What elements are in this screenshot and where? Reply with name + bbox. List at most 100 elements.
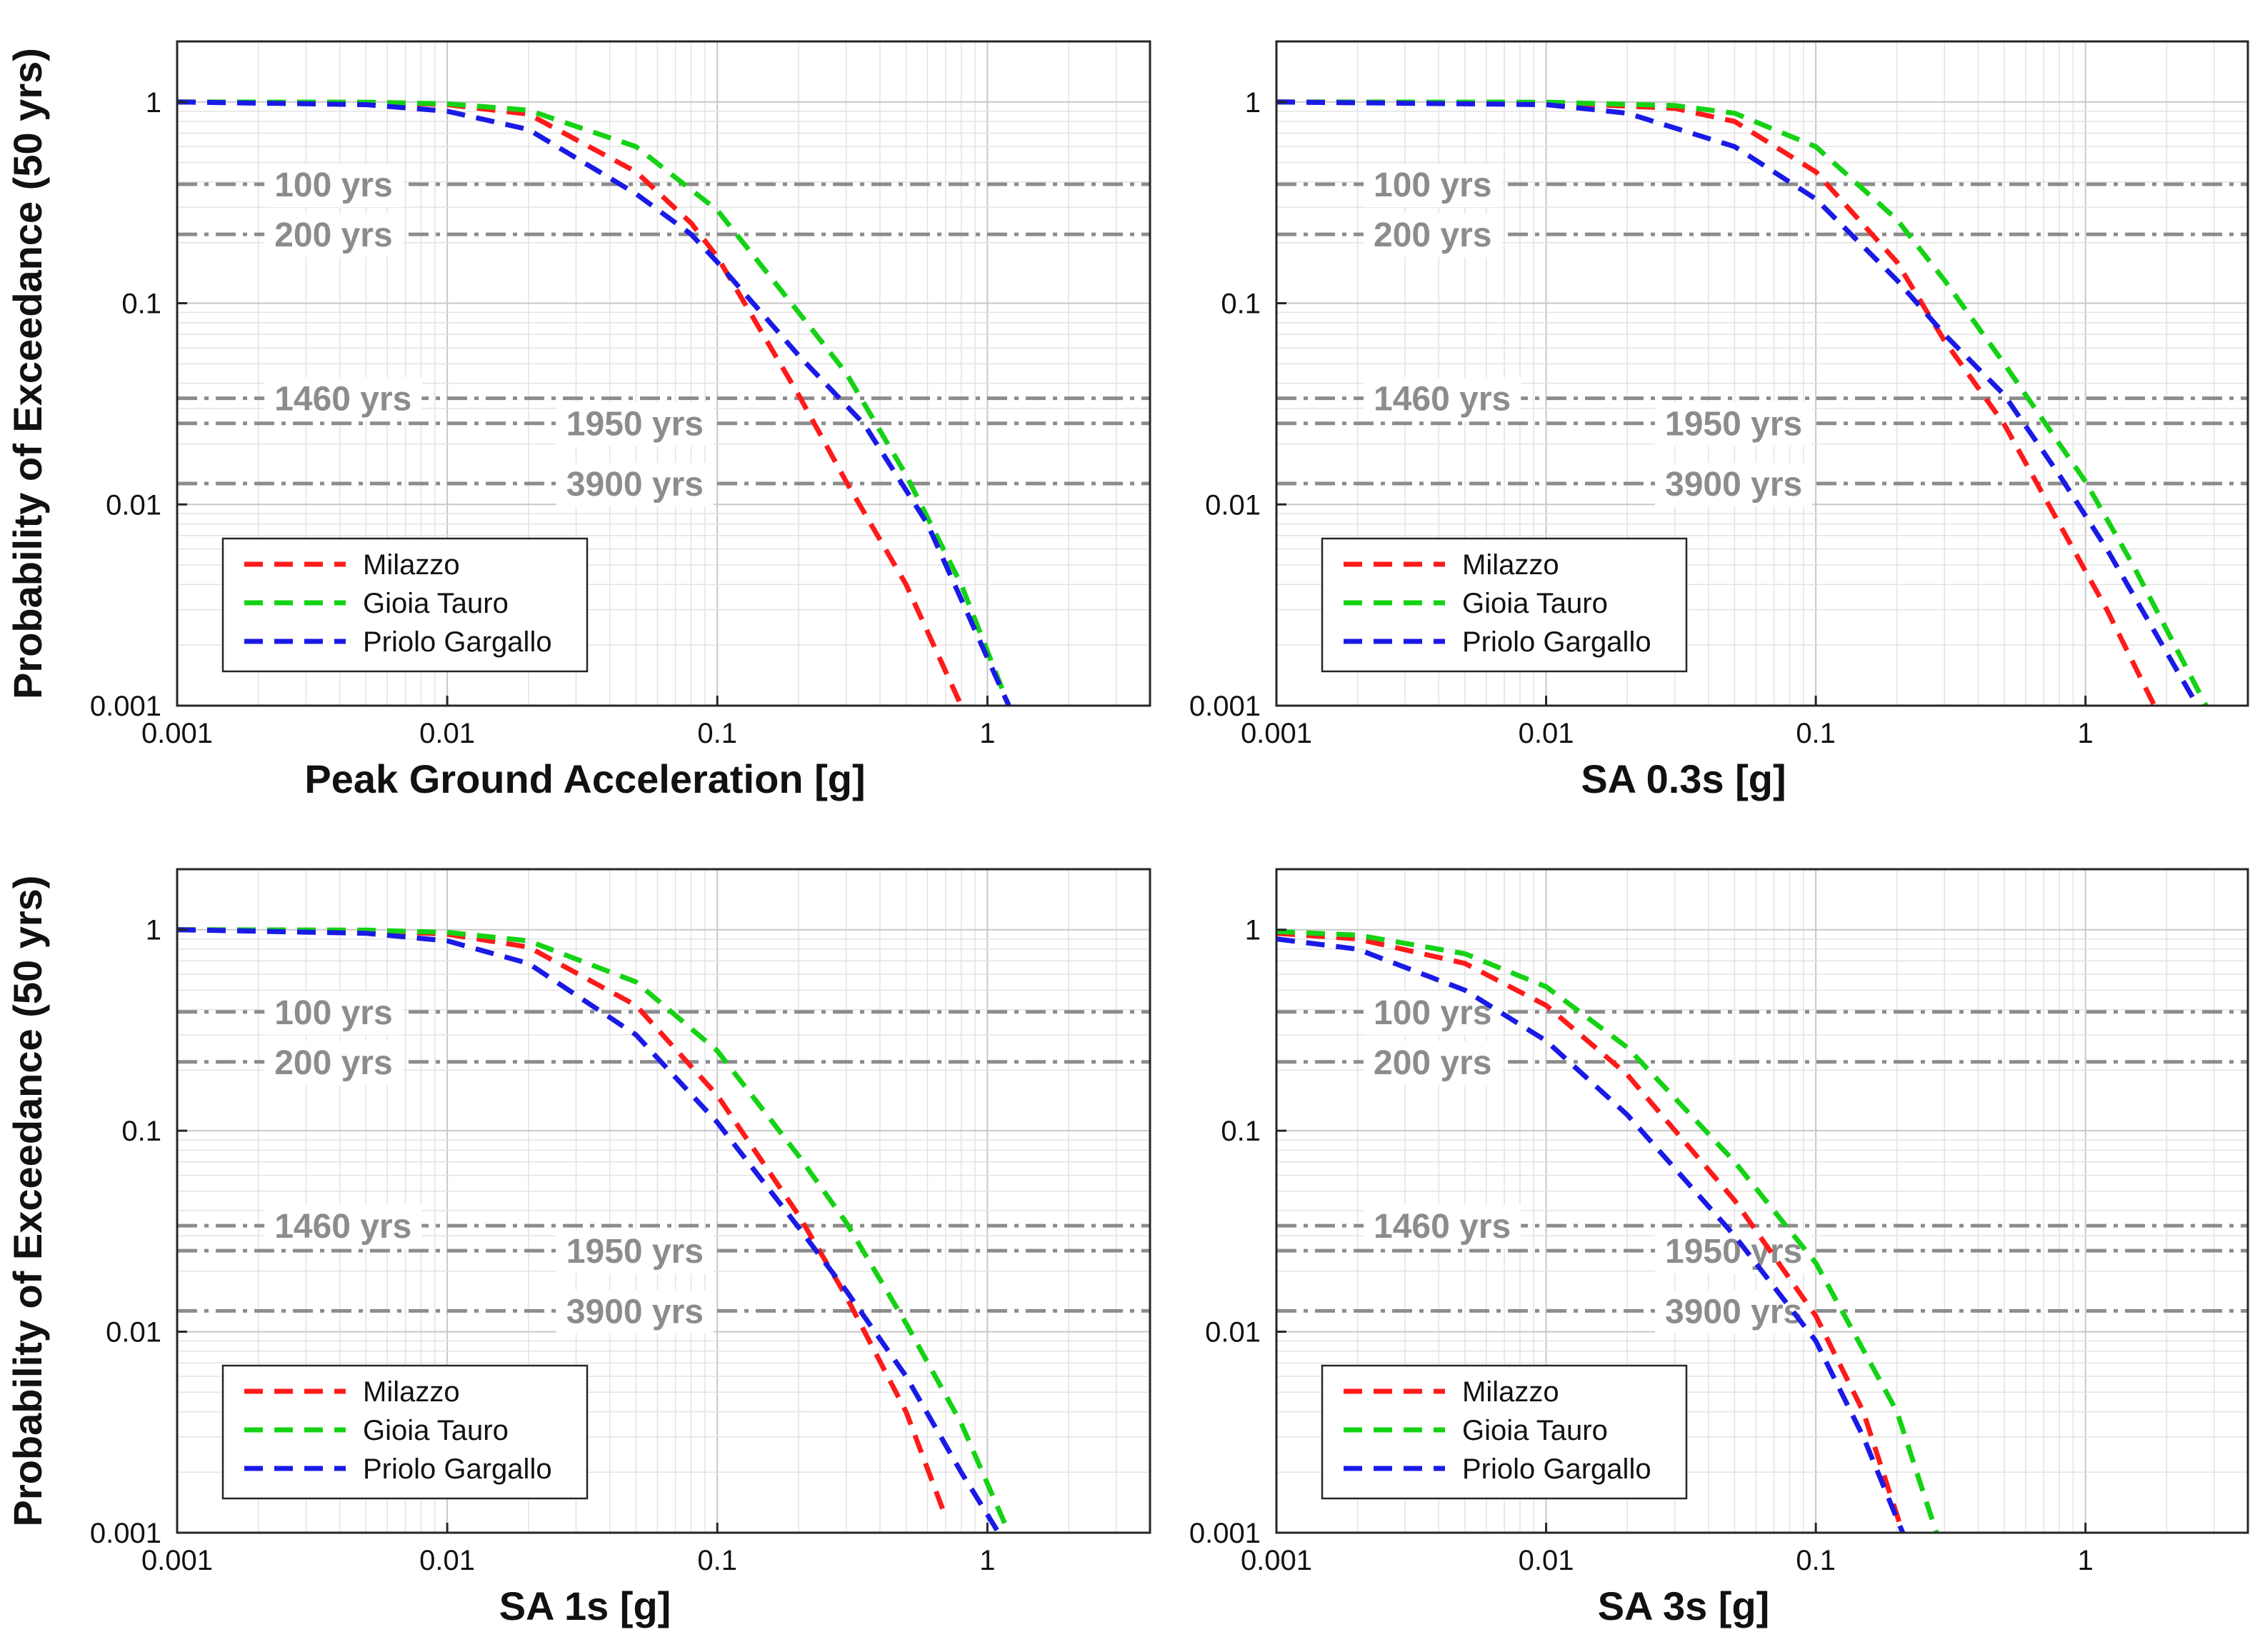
return-period-label: 3900 yrs <box>566 466 704 504</box>
series-line-gioia-tauro <box>1276 99 2209 707</box>
return-period-label-bg <box>1364 214 1502 258</box>
return-period-label: 100 yrs <box>274 994 393 1032</box>
y-tick-label: 0.1 <box>121 1116 161 1147</box>
legend: Milazzo Gioia Tauro Priolo Gargallo <box>1321 1364 1688 1500</box>
return-period-label-bg <box>1364 1041 1502 1085</box>
legend-label: Priolo Gargallo <box>363 1453 552 1485</box>
x-tick-label: 0.01 <box>419 1545 475 1576</box>
axes-frame <box>1275 40 2249 707</box>
x-tick-label: 0.001 <box>1241 1545 1312 1576</box>
y-tick-label: 0.001 <box>90 1518 161 1549</box>
return-period-label: 1460 yrs <box>1374 1208 1511 1246</box>
legend-label: Priolo Gargallo <box>363 626 552 658</box>
return-period-label: 3900 yrs <box>1665 466 1802 504</box>
return-period-label-bg <box>1655 463 1813 507</box>
axes-frame <box>1275 868 2249 1534</box>
return-period-label: 1460 yrs <box>1374 381 1511 419</box>
y-tick-label: 1 <box>146 87 161 119</box>
return-period-label-bg <box>1655 402 1813 446</box>
chart-panel-bottom-left: 100 yrs 200 yrs 1460 yrs 1950 yrs 3900 yrs 0.… <box>5 868 1151 1628</box>
return-period-label: 200 yrs <box>274 216 393 254</box>
return-period-label-bg <box>556 402 714 446</box>
legend-label: Gioia Tauro <box>363 1415 509 1446</box>
x-tick-label: 0.1 <box>1796 1545 1836 1576</box>
return-period-label-bg <box>264 1041 403 1085</box>
x-tick-label: 1 <box>979 718 995 749</box>
x-tick-label: 0.001 <box>1241 718 1312 749</box>
x-tick-label: 0.001 <box>141 1545 213 1576</box>
x-tick-label: 0.1 <box>1796 718 1836 749</box>
y-axis-label: Probability of Exceedance (50 yrs) <box>5 48 50 699</box>
return-period-label: 3900 yrs <box>566 1293 704 1331</box>
legend-label: Priolo Gargallo <box>1462 1453 1651 1485</box>
y-axis-label: Probability of Exceedance (50 yrs) <box>5 876 50 1527</box>
series-line-milazzo <box>1276 931 1906 1534</box>
chart-panel-top-right: 100 yrs 200 yrs 1460 yrs 1950 yrs 3900 yrs 0.… <box>1189 40 2249 801</box>
return-period-label-bg <box>1364 1205 1521 1249</box>
x-tick-label: 1 <box>2078 718 2094 749</box>
y-tick-label: 0.001 <box>1189 1518 1261 1549</box>
return-period-label-bg <box>264 1205 422 1249</box>
return-period-label: 1950 yrs <box>566 1233 704 1271</box>
x-tick-label: 0.1 <box>697 1545 737 1576</box>
series-line-gioia-tauro <box>176 927 1011 1534</box>
axes-frame <box>176 40 1151 707</box>
legend: Milazzo Gioia Tauro Priolo Gargallo <box>221 1364 589 1500</box>
series-line-gioia-tauro <box>176 99 1011 707</box>
legend: Milazzo Gioia Tauro Priolo Gargallo <box>221 537 589 673</box>
y-tick-label: 0.01 <box>106 489 161 521</box>
return-period-label-bg <box>1655 1230 1813 1274</box>
return-period-label: 1460 yrs <box>274 381 411 419</box>
legend-label: Milazzo <box>1462 1376 1559 1408</box>
return-period-label: 100 yrs <box>1374 994 1492 1032</box>
series-line-milazzo <box>1276 99 2157 707</box>
x-tick-label: 1 <box>2078 1545 2094 1576</box>
return-period-label-bg <box>1364 164 1502 208</box>
return-period-label-bg <box>264 377 422 421</box>
y-tick-label: 0.1 <box>1221 1116 1261 1147</box>
x-tick-label: 1 <box>979 1545 995 1576</box>
return-period-label: 1950 yrs <box>1665 406 1802 444</box>
return-period-label: 1950 yrs <box>566 406 704 444</box>
x-axis-label: SA 3s [g] <box>1598 1583 1770 1628</box>
x-axis-label: SA 0.3s [g] <box>1581 756 1786 801</box>
axes-frame <box>176 868 1151 1534</box>
series-line-priolo-gargallo <box>1276 99 2200 707</box>
y-tick-label: 1 <box>146 915 161 946</box>
x-tick-label: 0.001 <box>141 718 213 749</box>
legend-label: Milazzo <box>363 549 460 581</box>
x-tick-label: 0.01 <box>419 718 475 749</box>
return-period-label-bg <box>556 1230 714 1274</box>
return-period-label-bg <box>264 164 403 208</box>
return-period-label-bg <box>264 991 403 1035</box>
legend-label: Gioia Tauro <box>363 588 509 619</box>
return-period-label: 100 yrs <box>274 166 393 204</box>
series-line-priolo-gargallo <box>176 927 1001 1534</box>
x-tick-label: 0.01 <box>1519 718 1574 749</box>
y-tick-label: 0.1 <box>121 289 161 320</box>
return-period-label-bg <box>264 214 403 258</box>
y-tick-label: 1 <box>1245 915 1261 946</box>
chart-panel-top-left: 100 yrs 200 yrs 1460 yrs 1950 yrs 3900 yrs 0.… <box>5 40 1151 801</box>
legend-label: Milazzo <box>363 1376 460 1408</box>
legend-label: Priolo Gargallo <box>1462 626 1651 658</box>
y-tick-label: 0.1 <box>1221 289 1261 320</box>
y-tick-label: 0.01 <box>1205 489 1261 521</box>
return-period-label: 200 yrs <box>1374 216 1492 254</box>
y-tick-label: 0.001 <box>1189 691 1261 722</box>
series-line-priolo-gargallo <box>176 99 1011 707</box>
y-tick-label: 1 <box>1245 87 1261 119</box>
y-tick-label: 0.01 <box>1205 1317 1261 1348</box>
series-line-priolo-gargallo <box>1276 936 1906 1534</box>
y-tick-label: 0.01 <box>106 1317 161 1348</box>
x-tick-label: 0.1 <box>697 718 737 749</box>
return-period-label-bg <box>1364 377 1521 421</box>
x-tick-label: 0.01 <box>1519 1545 1574 1576</box>
x-axis-label: SA 1s [g] <box>499 1583 671 1628</box>
legend-label: Milazzo <box>1462 549 1559 581</box>
return-period-label-bg <box>1655 1290 1813 1334</box>
return-period-label: 200 yrs <box>1374 1044 1492 1082</box>
return-period-label: 3900 yrs <box>1665 1293 1802 1331</box>
